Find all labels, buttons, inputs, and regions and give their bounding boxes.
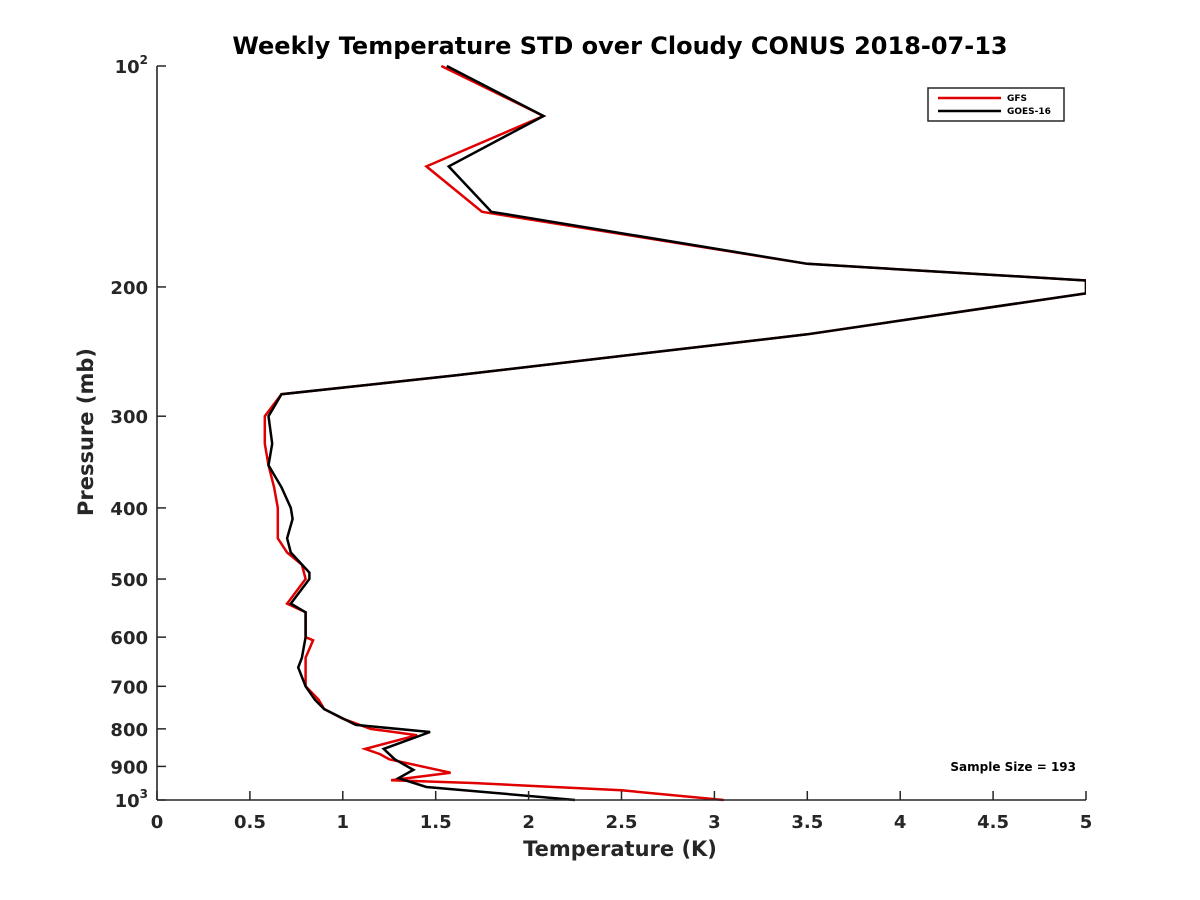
y-tick-label: 600 — [110, 628, 148, 649]
x-tick-label: 1 — [337, 812, 350, 833]
x-tick-label: 4 — [894, 812, 907, 833]
series-layer — [263, 64, 1086, 802]
y-tick-label: 400 — [110, 499, 148, 520]
y-tick-label: 102 — [115, 53, 148, 78]
y-axis-label: Pressure (mb) — [74, 348, 98, 516]
x-tick-label: 1.5 — [420, 812, 452, 833]
legend-label-gfs: GFS — [1007, 94, 1027, 104]
axes — [156, 66, 1086, 801]
series-line-gfs — [263, 64, 1086, 802]
x-tick-label: 0 — [151, 812, 164, 833]
x-tick-label: 2 — [522, 812, 535, 833]
legend-box — [927, 87, 1065, 122]
y-tick-label: 200 — [110, 278, 148, 299]
y-tick-label: 300 — [110, 407, 148, 428]
sample-size-annotation: Sample Size = 193 — [950, 760, 1076, 774]
y-tick-label: 900 — [110, 757, 148, 778]
x-tick-label: 3.5 — [791, 812, 823, 833]
y-tick-label: 800 — [110, 720, 148, 741]
ticks: 0 0.5 1 1.5 2 2.5 3 3.5 4 4.5 5 102 200 300 400 500 600 7… — [110, 53, 1092, 833]
y-tick-label: 103 — [115, 787, 148, 812]
x-axis-label: Temperature (K) — [523, 837, 717, 861]
x-tick-label: 3 — [708, 812, 721, 833]
x-tick-label: 0.5 — [234, 812, 266, 833]
x-tick-label: 4.5 — [977, 812, 1009, 833]
legend: GFS GOES-16 — [927, 87, 1065, 122]
legend-label-goes-16: GOES-16 — [1007, 107, 1051, 117]
x-tick-label: 2.5 — [606, 812, 638, 833]
x-tick-label: 5 — [1080, 812, 1093, 833]
y-tick-label: 700 — [110, 677, 148, 698]
chart-title: Weekly Temperature STD over Cloudy CONUS… — [232, 32, 1007, 60]
y-tick-label: 500 — [110, 570, 148, 591]
series-line-goes-16 — [267, 64, 1086, 802]
